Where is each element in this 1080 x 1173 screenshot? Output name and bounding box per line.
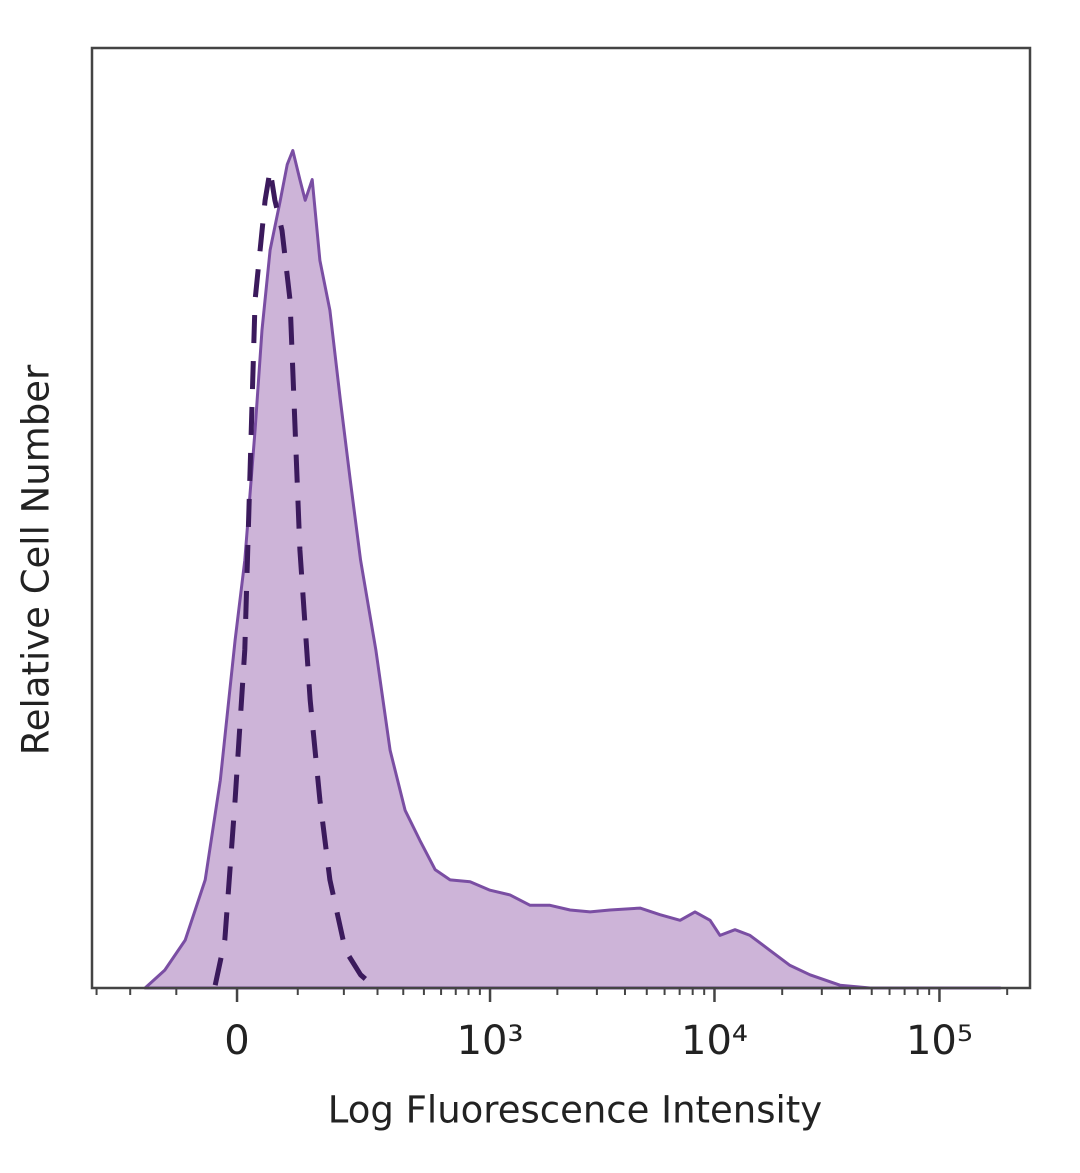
plot-frame [90, 46, 1032, 990]
plot-area [143, 149, 1002, 990]
x-tick-label: 10⁵ [906, 1018, 973, 1064]
x-axis-title: Log Fluorescence Intensity [328, 1089, 822, 1132]
x-tick-label: 10³ [457, 1018, 524, 1064]
x-tick-label: 10⁴ [681, 1018, 748, 1064]
y-axis-title: Relative Cell Number [15, 364, 58, 755]
dashed-histogram [212, 167, 378, 990]
x-tick-label: 0 [224, 1018, 249, 1064]
filled-histogram [143, 149, 1002, 990]
